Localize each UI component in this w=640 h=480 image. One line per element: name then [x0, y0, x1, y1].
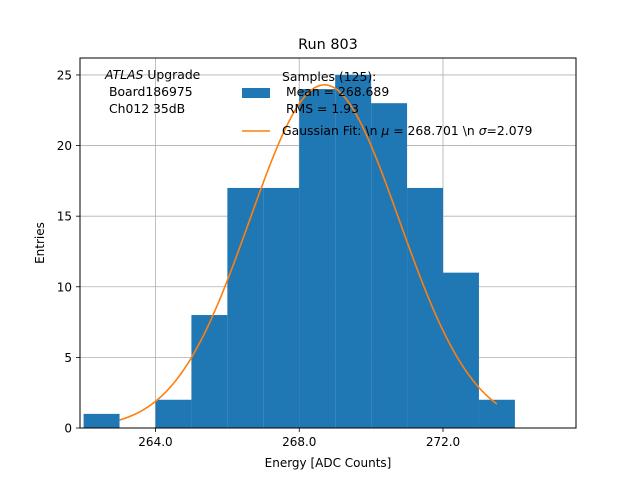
legend-fit-mid: = 268.701 \n — [389, 123, 478, 138]
histogram-bar-9 — [407, 187, 444, 428]
x-axis-ticks: 264.0 268.0 272.0 — [138, 428, 460, 449]
histogram-bars — [83, 74, 515, 429]
histogram-bar-3 — [191, 315, 228, 428]
histogram-bar-6 — [299, 89, 336, 429]
histogram-bar-5 — [263, 187, 300, 428]
channel-label: Ch012 35dB — [105, 101, 185, 116]
y-tick-label-2: 10 — [57, 280, 72, 294]
y-tick-label-4: 20 — [57, 139, 72, 153]
y-tick-label-1: 5 — [64, 351, 72, 365]
atlas-annotation: ATLAS Upgrade Board186975 Ch012 35dB — [104, 67, 200, 116]
y-tick-label-0: 0 — [64, 422, 72, 436]
x-axis-label: Energy [ADC Counts] — [265, 456, 392, 470]
x-tick-label-0: 264.0 — [138, 435, 172, 449]
y-tick-label-5: 25 — [57, 68, 72, 82]
plot-frame — [79, 57, 577, 429]
legend-fit-label: Gaussian Fit: \n μ = 268.701 \n σ=2.079 — [282, 123, 533, 138]
legend: Samples (125): Mean = 268.689 RMS = 1.93… — [242, 69, 533, 138]
legend-hist-line3: RMS = 1.93 — [282, 101, 359, 116]
board-label: Board186975 — [105, 84, 193, 99]
histogram-bar-4 — [227, 187, 264, 428]
histogram-bar-2 — [155, 399, 192, 428]
y-axis-ticks: 0 5 10 15 20 25 — [57, 68, 80, 436]
legend-hist-line2: Mean = 268.689 — [282, 84, 389, 99]
gaussian-fit — [119, 84, 498, 421]
legend-fit-prefix: Gaussian Fit: \n — [282, 123, 381, 138]
gaussian-fit-curve — [119, 84, 498, 421]
y-axis-label: Entries — [33, 222, 47, 264]
x-tick-label-1: 268.0 — [282, 435, 316, 449]
legend-fit-mu: μ — [380, 123, 389, 138]
svg-text:ATLAS Upgrade: ATLAS Upgrade — [104, 67, 200, 82]
legend-hist-swatch — [242, 88, 270, 98]
upgrade-label: Upgrade — [143, 67, 200, 82]
atlas-label: ATLAS — [104, 67, 144, 82]
histogram-bar-0 — [83, 413, 120, 428]
y-tick-label-3: 15 — [57, 210, 72, 224]
legend-fit-suffix: =2.079 — [487, 123, 533, 138]
histogram-bar-11 — [478, 399, 515, 428]
x-tick-label-2: 272.0 — [426, 435, 460, 449]
chart-title: Run 803 — [298, 37, 358, 53]
histogram-bar-10 — [443, 272, 479, 428]
legend-hist-line1: Samples (125): — [282, 69, 376, 84]
histogram-bar-8 — [371, 103, 408, 428]
legend-fit-sigma: σ — [479, 123, 488, 138]
